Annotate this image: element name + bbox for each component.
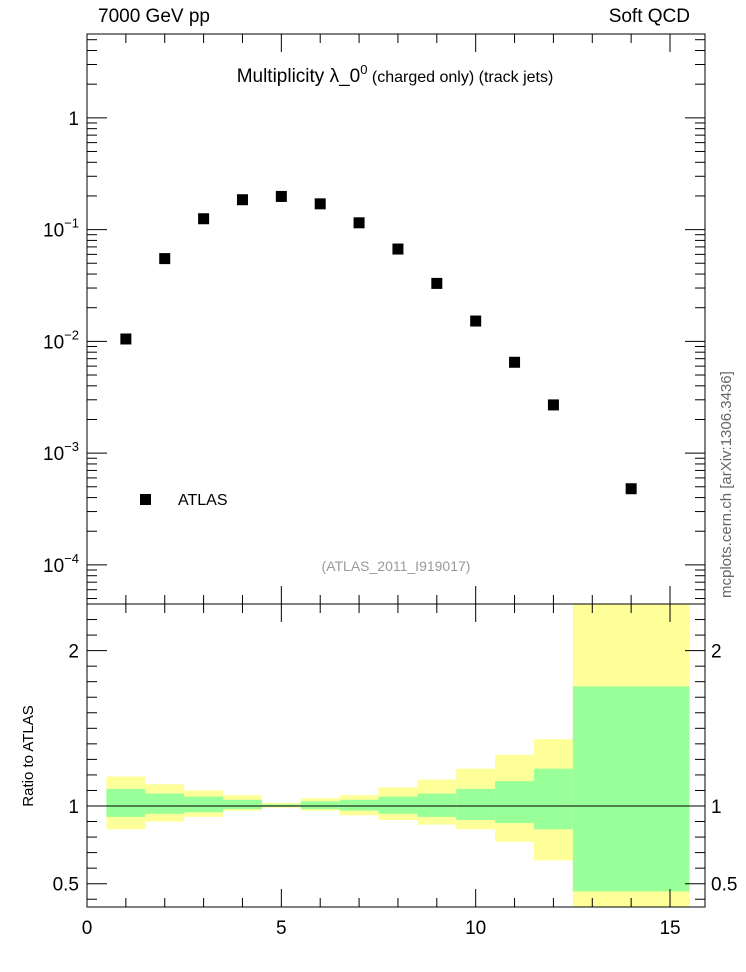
ratio-y-tick-label-right: 1 <box>711 797 722 818</box>
ratio-y-axis: 0.5 0.5 1 1 2 2 <box>53 619 737 900</box>
stat-uncertainty-band <box>572 686 690 892</box>
stat-uncertainty-band <box>417 793 457 817</box>
stat-uncertainty-band <box>106 788 146 817</box>
data-point <box>314 198 326 210</box>
data-point <box>470 315 482 327</box>
y-tick-label: 10−1 <box>43 216 79 242</box>
data-point <box>392 243 404 255</box>
plot-title: Multiplicity λ_00 (charged only) (track … <box>237 62 554 87</box>
ratio-y-tick-label-right: 0.5 <box>711 875 737 896</box>
ratio-y-tick-label: 0.5 <box>53 875 79 896</box>
legend-marker-atlas <box>140 494 151 505</box>
x-tick-label: 15 <box>659 918 680 939</box>
main-plot-frame <box>86 33 706 605</box>
data-point <box>431 277 443 289</box>
stat-uncertainty-band <box>495 781 534 824</box>
y-tick-label: 1 <box>68 109 79 130</box>
x-tick-label: 5 <box>276 918 287 939</box>
x-tick-label: 0 <box>82 918 93 939</box>
stat-uncertainty-band <box>300 801 340 810</box>
ratio-plot-panel: 0.5 0.5 1 1 2 2 0 5 10 15 Ratio to ATLAS <box>20 603 737 939</box>
ratio-y-tick-label-right: 2 <box>711 642 722 663</box>
main-y-axis: 1 10−1 10−2 10−3 10−4 <box>43 39 705 600</box>
uncertainty-bands <box>106 604 690 907</box>
analysis-label: (ATLAS_2011_I919017) <box>322 558 471 574</box>
ratio-plot-frame <box>86 603 706 908</box>
y-tick-label: 10−3 <box>43 439 79 465</box>
data-point <box>353 217 365 229</box>
data-point <box>547 399 559 411</box>
data-point <box>159 253 171 265</box>
ratio-ylabel: Ratio to ATLAS <box>20 705 37 806</box>
ratio-y-tick-label: 1 <box>68 797 79 818</box>
data-point <box>236 194 248 206</box>
stat-uncertainty-band <box>223 799 262 810</box>
y-tick-label: 10−2 <box>43 327 79 353</box>
data-point <box>120 333 132 345</box>
main-x-ticks <box>86 34 671 604</box>
x-tick-label: 10 <box>465 918 486 939</box>
stat-uncertainty-band <box>184 796 224 813</box>
data-point <box>625 483 637 495</box>
stat-uncertainty-band <box>145 793 185 814</box>
legend-label-atlas: ATLAS <box>178 492 228 509</box>
process-label: Soft QCD <box>608 6 690 27</box>
stat-uncertainty-band <box>339 799 379 811</box>
ratio-y-tick-label: 2 <box>68 642 79 663</box>
stat-uncertainty-band <box>533 768 573 830</box>
main-plot-panel: 1 10−1 10−2 10−3 10−4 Multiplicity λ_00 (cha… <box>43 33 706 605</box>
data-point <box>509 356 521 368</box>
y-tick-label: 10−4 <box>43 551 79 577</box>
stat-uncertainty-band <box>456 788 496 820</box>
energy-label: 7000 GeV pp <box>98 6 210 27</box>
atlas-data-markers <box>120 190 637 495</box>
data-point <box>275 190 287 202</box>
data-point <box>198 213 210 225</box>
legend: ATLAS <box>140 492 228 509</box>
ratio-x-axis: 0 5 10 15 <box>82 604 681 939</box>
stat-uncertainty-band <box>378 796 418 814</box>
